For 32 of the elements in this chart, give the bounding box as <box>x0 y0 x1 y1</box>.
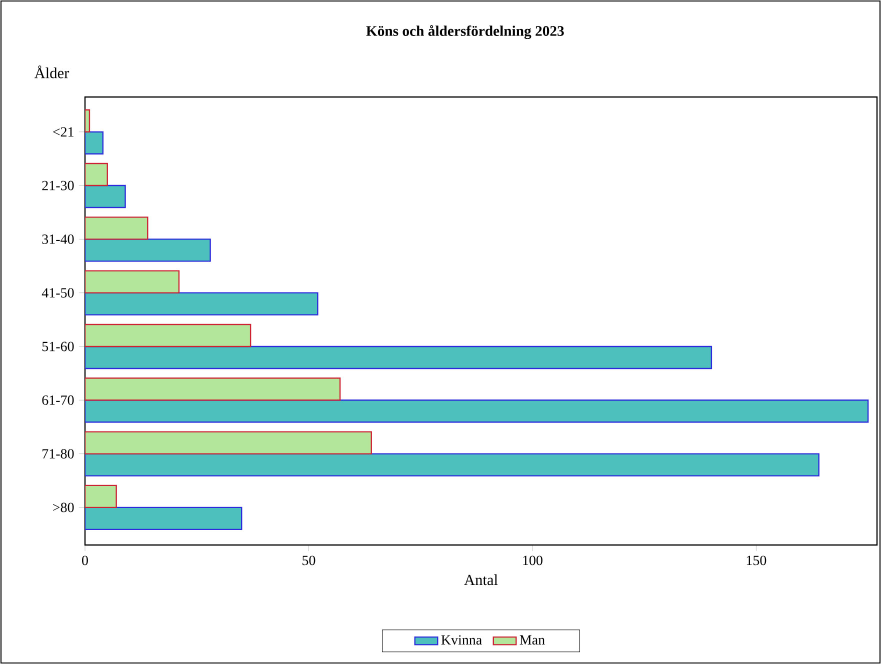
x-tick-label: 100 <box>523 556 542 566</box>
bar <box>85 238 211 262</box>
bar <box>85 453 820 476</box>
x-axis-title: Antal <box>464 574 498 586</box>
y-tick-label: 31-40 <box>42 234 74 244</box>
bar <box>85 431 372 454</box>
y-tick-label: 71-80 <box>42 449 74 459</box>
y-axis-title: Ålder <box>34 66 70 78</box>
bar <box>85 162 108 186</box>
legend-label: Man <box>520 635 545 645</box>
y-tick-label: 41-50 <box>42 288 74 298</box>
bar <box>85 324 252 348</box>
y-tick-label: <21 <box>53 127 74 137</box>
chart-title: Köns och åldersfördelning 2023 <box>366 25 564 40</box>
bar <box>85 506 242 530</box>
y-tick-label: 61-70 <box>42 395 74 405</box>
bar <box>85 270 180 294</box>
y-tick-label: 21-30 <box>42 180 74 190</box>
bar <box>85 131 104 154</box>
y-tick-label: >80 <box>53 502 74 512</box>
x-tick-label: 0 <box>82 556 88 566</box>
bar <box>85 400 869 423</box>
legend-label: Kvinna <box>441 635 482 645</box>
bar <box>85 484 117 508</box>
x-tick-label: 50 <box>302 556 316 566</box>
y-tick-label: 51-60 <box>42 342 74 352</box>
bar <box>85 292 318 316</box>
x-tick-label: 150 <box>746 556 766 566</box>
bar <box>85 216 148 240</box>
bar <box>85 184 126 208</box>
bar <box>85 378 341 401</box>
bar <box>85 346 712 370</box>
